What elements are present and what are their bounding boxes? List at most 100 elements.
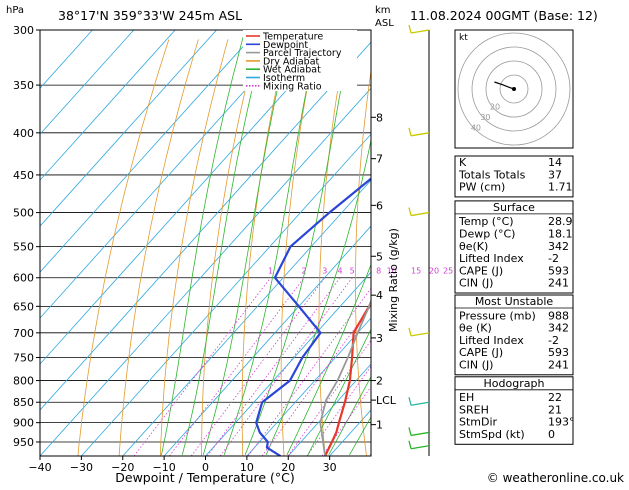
km-tick-label: 5 <box>376 250 383 263</box>
section-row-label: CIN (J) <box>459 359 493 372</box>
section-box <box>454 376 574 445</box>
mixing-ratio-value: 10 <box>387 267 397 276</box>
section-row-label: Lifted Index <box>459 252 524 265</box>
dry-adiabat-line <box>241 39 288 456</box>
section-row-value: 22 <box>548 391 562 404</box>
isotherm-line <box>40 87 371 456</box>
mixing-ratio-value: 25 <box>443 267 453 276</box>
hodograph-center <box>512 87 516 91</box>
legend-entry: Mixing Ratio <box>263 81 322 92</box>
hodograph-trace <box>494 81 515 90</box>
section-row-label: Temp (°C) <box>458 215 514 228</box>
index-row-label: K <box>459 156 467 169</box>
hodograph-ring <box>471 46 557 132</box>
dry-adiabat-line <box>318 39 347 456</box>
temperature-series-line <box>324 299 371 456</box>
dry-adiabat-line <box>160 39 229 456</box>
pressure-tick-label: 700 <box>13 327 34 340</box>
mixing-ratio-value: 15 <box>411 267 421 276</box>
hodograph-ring <box>485 60 543 118</box>
hodograph-ring <box>457 32 571 146</box>
series-layer <box>255 177 371 456</box>
x-axis-label: Dewpoint / Temperature (°C) <box>115 470 294 485</box>
section-row-value: -2 <box>548 334 559 347</box>
wind-barb <box>410 431 430 437</box>
parcel-trajectory-series-line <box>319 299 371 456</box>
dewpoint-series-line <box>255 177 371 456</box>
index-row-value: 37 <box>548 168 562 181</box>
location-title: 38°17'N 359°33'W 245m ASL <box>58 8 242 23</box>
hodograph-ring <box>499 74 529 104</box>
index-row-value: 1.71 <box>548 181 573 194</box>
wet-adiabat-line <box>223 30 320 456</box>
pressure-tick-label: 600 <box>13 272 34 285</box>
dry-adiabat-line <box>280 39 318 456</box>
section-box <box>454 200 574 294</box>
isotherm-line <box>40 30 135 135</box>
wind-barb <box>410 132 430 137</box>
mixing-ratio-axis-label: Mixing Ratio (g/kg) <box>387 228 400 332</box>
km-tick-label: 6 <box>376 199 383 212</box>
pressure-tick-label: 550 <box>13 241 34 254</box>
km-tick-label: 1 <box>376 419 383 432</box>
mixing-ratio-value: 1 <box>268 267 273 276</box>
mixing-ratio-line <box>247 287 371 456</box>
mixing-ratio-value: 3 <box>322 267 327 276</box>
section-row-label: StmDir <box>459 416 498 429</box>
section-title: Surface <box>493 201 535 214</box>
temperature-tick-label: −10 <box>153 461 176 474</box>
dry-adiabat-line <box>201 39 258 456</box>
pressure-tick-label: 650 <box>13 300 34 313</box>
legend-entry: Isotherm <box>263 73 305 84</box>
wet-adiabat-line <box>307 328 371 456</box>
wind-barb <box>410 332 430 337</box>
mixing-ratio-value: 20 <box>429 267 439 276</box>
wet-adiabat-line <box>328 375 371 456</box>
indices-panels: K 14 Totals Totals 37 PW (cm) 1.71 SurfaceTemp… <box>454 155 575 445</box>
pressure-tick-label: 500 <box>13 207 34 220</box>
dry-adiabat-line <box>612 39 629 456</box>
isotherm-line <box>122 179 371 456</box>
isotherm-line <box>40 41 371 411</box>
legend-background <box>243 30 357 91</box>
section-row-value: -2 <box>548 252 559 265</box>
wet-adiabat-line <box>244 30 353 456</box>
section-row-value: 21 <box>548 403 562 416</box>
mixing-ratio-line <box>306 365 371 456</box>
pressure-tick-label: 400 <box>13 127 34 140</box>
mixing-ratio-line <box>190 277 326 456</box>
pressure-tick-label: 450 <box>13 169 34 182</box>
mixing-ratio-value: 2 <box>302 267 307 276</box>
index-row-label: Totals Totals <box>458 168 526 181</box>
wind-barb <box>410 29 430 34</box>
mixing-ratio-line <box>169 277 305 456</box>
section-row-value: 342 <box>548 240 569 253</box>
wind-barb-flag <box>408 427 412 436</box>
wet-adiabat-line <box>265 138 371 456</box>
pressure-tick-label: 350 <box>13 79 34 92</box>
legend-entry: Wet Adiabat <box>263 65 321 76</box>
pressure-axis: 300 350 400 450 500 550 600 650 700 750 800 850 900 9… <box>13 24 40 449</box>
section-row-label: StmSpd (kt) <box>459 428 525 441</box>
section-row-label: Dewp (°C) <box>459 228 515 241</box>
hpa-label: hPa <box>6 5 24 16</box>
asl-label: ASL <box>375 18 394 29</box>
section-row-value: 0 <box>548 428 555 441</box>
section-row-value: 241 <box>548 359 569 372</box>
wet-adiabat-line <box>202 30 292 456</box>
wet-adiabat-line <box>161 30 246 455</box>
pressure-tick-label: 800 <box>13 375 34 388</box>
section-row-label: θe(K) <box>459 240 488 253</box>
wind-barb <box>410 211 430 217</box>
datetime-title: 11.08.2024 00GMT (Base: 12) <box>410 8 598 23</box>
section-row-value: 241 <box>548 277 569 290</box>
section-row-label: Lifted Index <box>459 334 524 347</box>
isotherm-line <box>40 30 341 365</box>
mixing-ratio-value: 8 <box>376 267 381 276</box>
isotherm-line <box>287 363 371 456</box>
km-tick-label: 8 <box>376 111 383 124</box>
km-axis: 8 7 6 5 4 3 2 LCL 1 <box>371 111 397 432</box>
mixing-ratio-line <box>321 386 371 456</box>
